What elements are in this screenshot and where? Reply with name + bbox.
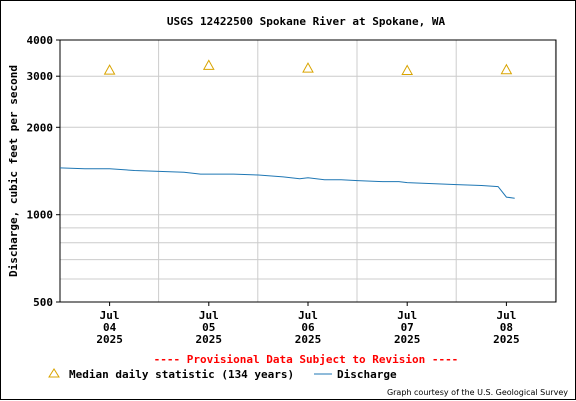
legend-median-marker — [48, 368, 60, 378]
legend-median-label: Median daily statistic (134 years) — [69, 368, 294, 381]
y-axis-label: Discharge, cubic feet per second — [7, 65, 20, 277]
x-tick-label: Jul — [298, 309, 318, 322]
x-tick-label: 04 — [103, 321, 117, 334]
legend: Median daily statistic (134 years) Disch… — [48, 368, 397, 381]
discharge-line — [59, 167, 515, 199]
median-marker — [103, 64, 116, 75]
credit-text: Graph courtesy of the U.S. Geological Su… — [387, 388, 568, 397]
x-tick-label: 2025 — [394, 333, 421, 346]
x-tick-label: 2025 — [96, 333, 123, 346]
x-tick-label: 2025 — [493, 333, 520, 346]
x-tick-label: Jul — [397, 309, 417, 322]
chart-title: USGS 12422500 Spokane River at Spokane, … — [167, 15, 446, 28]
x-tick-label: 08 — [500, 321, 513, 334]
provisional-annotation: ---- Provisional Data Subject to Revisio… — [154, 353, 459, 366]
y-tick-label: 4000 — [27, 34, 54, 47]
y-tick-label: 3000 — [27, 70, 54, 83]
x-tick-label: 05 — [202, 321, 215, 334]
grid — [60, 39, 556, 302]
x-tick-label: 07 — [401, 321, 414, 334]
y-tick-label: 1000 — [27, 209, 54, 222]
x-axis-ticks: Jul042025Jul052025Jul062025Jul072025Jul0… — [96, 302, 520, 346]
legend-discharge-label: Discharge — [337, 368, 397, 381]
y-tick-label: 2000 — [27, 121, 54, 134]
y-tick-label: 500 — [33, 296, 53, 309]
x-tick-label: Jul — [100, 309, 120, 322]
x-tick-label: 06 — [301, 321, 315, 334]
median-marker — [500, 63, 513, 75]
series-layer — [59, 59, 515, 199]
x-tick-label: 2025 — [295, 333, 322, 346]
y-axis-ticks: 500 1000 2000 3000 4000 — [27, 34, 60, 309]
median-marker — [401, 64, 414, 75]
x-tick-label: 2025 — [196, 333, 223, 346]
x-tick-label: Jul — [199, 309, 219, 322]
x-tick-label: Jul — [496, 309, 516, 322]
median-marker — [302, 62, 314, 73]
median-marker — [202, 59, 215, 70]
